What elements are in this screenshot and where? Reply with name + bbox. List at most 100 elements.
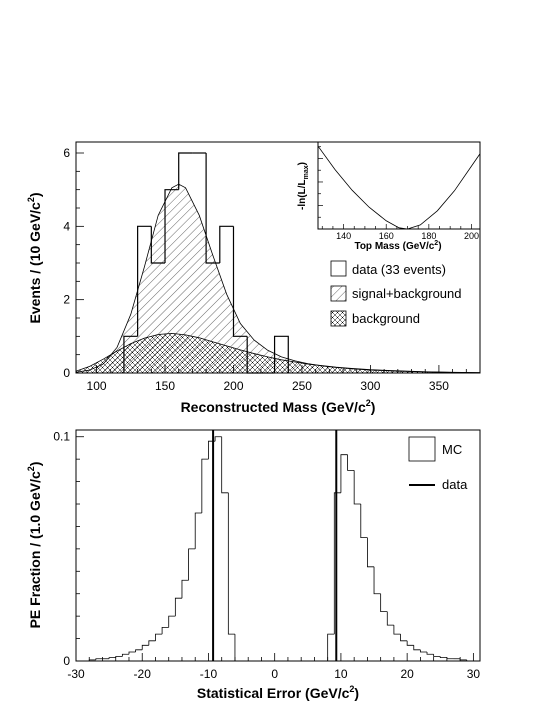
x-tick-label: -10 bbox=[200, 667, 218, 681]
mc-bin bbox=[108, 657, 116, 659]
x-tick-label: 200 bbox=[223, 379, 243, 393]
data-bin bbox=[219, 225, 234, 263]
y-tick-label: 0.1 bbox=[53, 430, 70, 444]
mc-bin bbox=[386, 611, 394, 626]
mc-bin bbox=[227, 492, 235, 635]
y-tick-label: 6 bbox=[63, 146, 70, 160]
mc-bin bbox=[161, 626, 169, 635]
signal-curve-area bbox=[76, 183, 480, 373]
signal-plus-background-fill bbox=[76, 184, 480, 373]
mc-bin bbox=[446, 657, 454, 660]
top-panel: 100 150 200 250 300 350 0 2 4 6 Reconstructed Mas… bbox=[26, 141, 481, 415]
data-bin bbox=[123, 335, 138, 373]
mc-bin bbox=[234, 634, 242, 662]
mc-bin bbox=[393, 625, 401, 635]
mc-bin bbox=[380, 593, 388, 613]
x-tick-label: 30 bbox=[467, 667, 481, 681]
bottom-plot-frame bbox=[75, 429, 481, 662]
mc-bin bbox=[353, 470, 361, 505]
x-tick-label: 100 bbox=[87, 379, 107, 393]
legend-swatch-signal bbox=[330, 285, 347, 302]
data-bin bbox=[164, 189, 179, 263]
top-legend: data (33 events) signal+background backg… bbox=[330, 260, 462, 327]
mc-bin bbox=[347, 454, 355, 471]
legend-swatch-mc bbox=[408, 436, 436, 462]
x-tick-label: -20 bbox=[134, 667, 152, 681]
mc-bin bbox=[340, 454, 348, 493]
inset-frame bbox=[317, 141, 481, 230]
data-bin bbox=[205, 153, 220, 264]
mc-bin bbox=[188, 548, 196, 581]
x-tick-label: 20 bbox=[400, 667, 414, 681]
mc-bin bbox=[426, 652, 434, 655]
mc-bin bbox=[413, 645, 421, 651]
bottom-y-axis-label: PE Fraction / (1.0 GeV/c2) bbox=[26, 462, 43, 629]
mc-bin bbox=[406, 640, 414, 646]
y-tick-label: 0 bbox=[63, 366, 70, 380]
bottom-x-axis-label: Statistical Error (GeV/c2) bbox=[197, 684, 359, 701]
inset-y-axis-label: -ln(L/Lmax) bbox=[297, 162, 310, 210]
mc-bin bbox=[135, 649, 143, 653]
inset-x-tick-label: 180 bbox=[421, 231, 436, 241]
bottom-legend: MC data bbox=[408, 436, 468, 492]
mc-bin bbox=[155, 633, 163, 641]
y-tick-label: 0 bbox=[63, 654, 70, 668]
mc-bin bbox=[181, 579, 189, 599]
mc-bin bbox=[333, 492, 341, 635]
legend-label-signal: signal+background bbox=[352, 286, 462, 301]
mc-bin bbox=[367, 537, 375, 568]
mc-bin bbox=[141, 644, 149, 650]
mc-bin bbox=[327, 633, 335, 661]
inset-x-tick-label: 140 bbox=[336, 231, 351, 241]
legend-label-mc: MC bbox=[442, 442, 462, 457]
mc-bin bbox=[439, 656, 447, 659]
x-tick-label: 10 bbox=[334, 667, 348, 681]
top-y-axis-label: Events / (10 GeV/c2) bbox=[26, 192, 43, 323]
top-axis-ticks: 100 150 200 250 300 350 0 2 4 6 bbox=[63, 146, 467, 393]
data-bin bbox=[273, 335, 289, 373]
legend-label-data: data (33 events) bbox=[352, 262, 446, 277]
mc-bin bbox=[373, 566, 381, 595]
mc-bin bbox=[148, 640, 156, 646]
x-tick-label: -30 bbox=[67, 667, 85, 681]
mc-bin bbox=[419, 649, 428, 653]
legend-swatch-data bbox=[330, 260, 347, 277]
mc-bin bbox=[194, 512, 202, 549]
mc-bin bbox=[115, 656, 123, 658]
x-tick-label: 0 bbox=[271, 667, 278, 681]
bottom-panel: -30 -20 -10 0 10 20 30 0 0.1 Statistical Error (… bbox=[26, 429, 481, 701]
mc-histogram bbox=[76, 436, 480, 662]
top-x-axis-label: Reconstructed Mass (GeV/c2) bbox=[181, 398, 376, 415]
signal-plus-background-line bbox=[76, 183, 480, 373]
data-bin bbox=[137, 225, 152, 337]
x-tick-label: 350 bbox=[429, 379, 449, 393]
inset-axis-ticks: 140 160 180 200 bbox=[318, 146, 479, 241]
y-tick-label: 2 bbox=[63, 293, 70, 307]
mc-bin bbox=[201, 458, 209, 513]
bottom-axis-ticks: -30 -20 -10 0 10 20 30 0 0.1 bbox=[53, 430, 480, 681]
inset-plot: 140 160 180 200 Top Mass (GeV/c2) -ln(L/Lma… bbox=[297, 141, 481, 252]
legend-label-data-line: data bbox=[442, 477, 468, 492]
data-bin bbox=[178, 152, 193, 190]
mc-bin bbox=[360, 504, 368, 539]
legend-label-background: background bbox=[352, 311, 420, 326]
x-tick-label: 250 bbox=[292, 379, 312, 393]
likelihood-curve bbox=[318, 145, 480, 229]
legend-swatch-background bbox=[330, 310, 347, 327]
mc-bin bbox=[433, 654, 441, 657]
inset-x-tick-label: 200 bbox=[464, 231, 479, 241]
top-plot-frame bbox=[75, 141, 481, 374]
inset-x-tick-label: 160 bbox=[379, 231, 394, 241]
data-bin bbox=[150, 226, 166, 264]
x-tick-label: 150 bbox=[155, 379, 175, 393]
mc-bin bbox=[459, 658, 467, 661]
data-bin bbox=[232, 226, 248, 337]
mc-bin bbox=[168, 615, 176, 628]
inset-x-axis-label: Top Mass (GeV/c2) bbox=[354, 240, 441, 252]
mc-bin bbox=[400, 634, 408, 642]
x-tick-label: 300 bbox=[360, 379, 380, 393]
mc-bin bbox=[95, 658, 103, 660]
data-lines bbox=[212, 430, 338, 661]
mc-bin bbox=[174, 597, 182, 617]
